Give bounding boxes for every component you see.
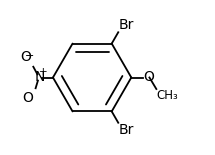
Text: CH₃: CH₃ (157, 89, 179, 102)
Text: N: N (34, 71, 45, 84)
Text: O: O (20, 50, 31, 64)
Text: O: O (22, 91, 33, 105)
Text: Br: Br (119, 18, 134, 31)
Text: O: O (144, 71, 154, 84)
Text: +: + (39, 67, 48, 77)
Text: −: − (25, 51, 34, 61)
Text: Br: Br (119, 124, 134, 137)
